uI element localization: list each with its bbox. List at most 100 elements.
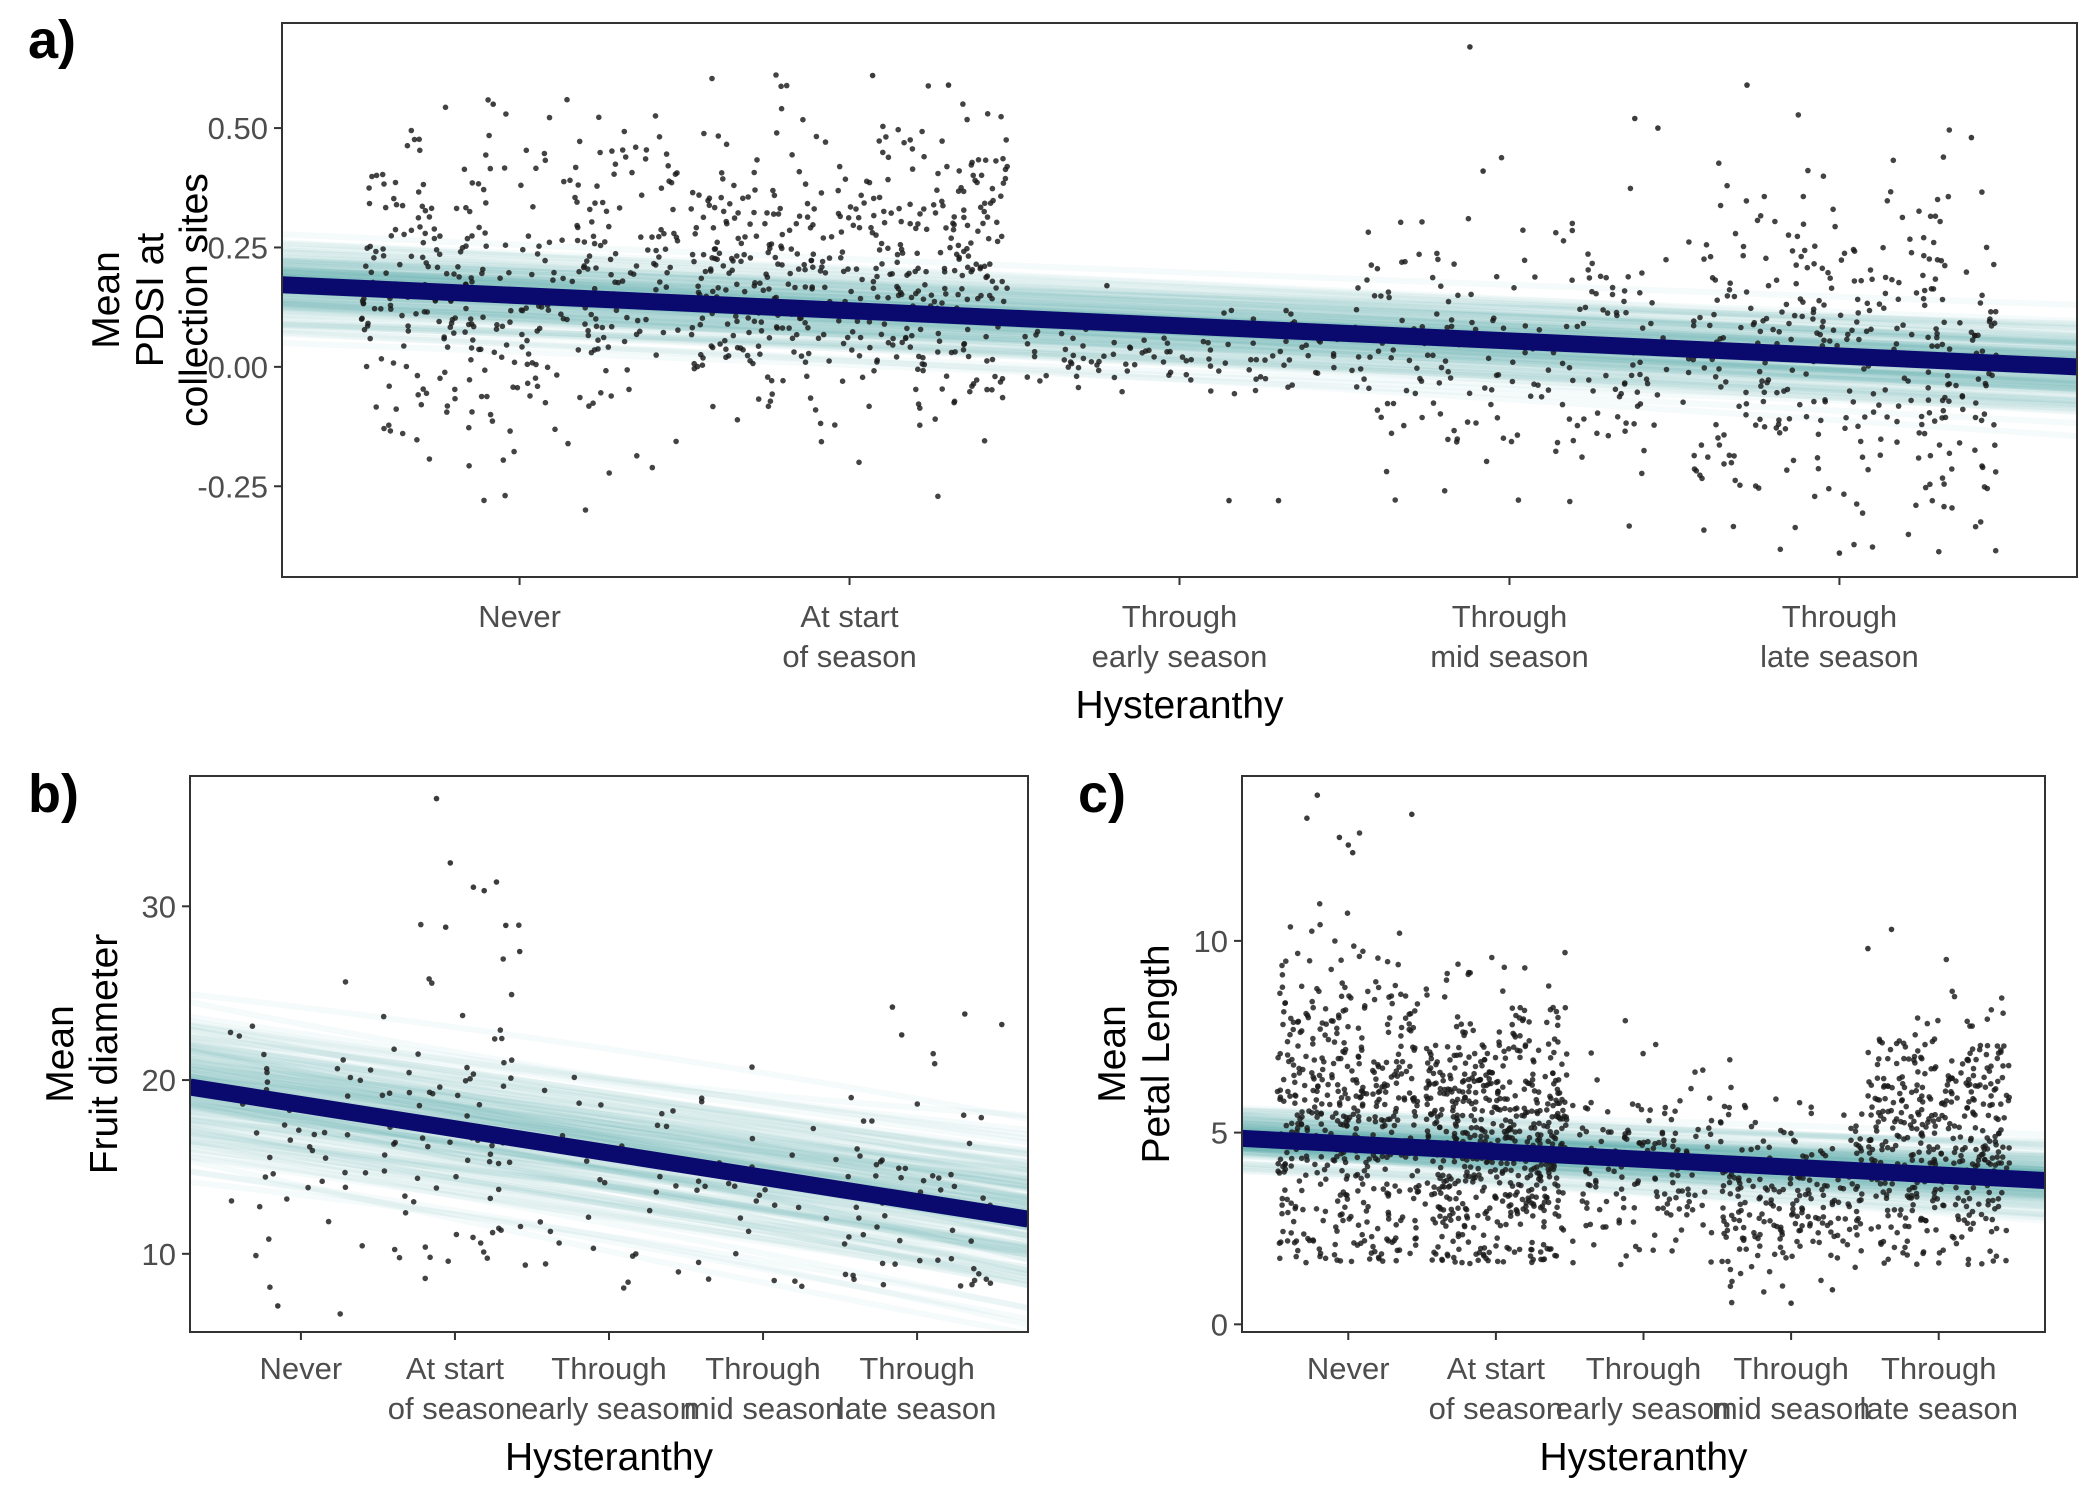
data-point (1396, 1064, 1402, 1070)
data-point (1699, 1202, 1705, 1209)
panel-a-trend-line (282, 276, 2077, 376)
data-point (261, 1051, 267, 1058)
posterior-draw (1242, 1116, 2045, 1155)
data-point (985, 235, 992, 242)
x-tick-label-line: Never (478, 599, 561, 634)
data-point (1342, 1007, 1349, 1013)
data-point (1531, 1203, 1537, 1209)
data-point (1619, 1174, 1625, 1180)
data-point (1726, 287, 1733, 293)
posterior-draw (190, 1073, 1028, 1201)
data-point (981, 200, 988, 207)
data-point (306, 1144, 313, 1150)
data-point (362, 1170, 369, 1176)
x-tick-label-line: early season (1556, 1391, 1732, 1426)
data-point (1972, 332, 1978, 339)
data-point (1618, 1186, 1625, 1192)
x-tick-label-line: At start (406, 1351, 505, 1386)
data-point (1891, 1207, 1898, 1213)
data-point (1440, 1219, 1446, 1226)
data-point (760, 287, 767, 294)
data-point (1303, 1153, 1310, 1159)
data-point (968, 1238, 974, 1244)
data-point (1726, 452, 1733, 459)
data-point (930, 1050, 936, 1057)
data-point (1531, 1121, 1537, 1127)
data-point (689, 189, 696, 196)
data-point (1896, 279, 1902, 286)
data-point (2000, 1144, 2006, 1150)
data-point (1988, 1093, 1994, 1099)
posterior-draw (190, 991, 1028, 1122)
data-point (867, 344, 873, 351)
data-point (426, 976, 432, 982)
data-point (1304, 1125, 1310, 1131)
data-point (1361, 1005, 1368, 1011)
data-point (880, 123, 886, 130)
data-point (819, 258, 826, 265)
data-point (913, 386, 919, 393)
data-point (1757, 1176, 1763, 1183)
data-point (770, 187, 776, 194)
data-point (1961, 1113, 1968, 1119)
posterior-draw (190, 1055, 1028, 1180)
data-point (866, 403, 872, 410)
data-point (978, 1114, 985, 1121)
data-point (1399, 317, 1405, 324)
data-point (1424, 1060, 1431, 1066)
data-point (1464, 419, 1471, 425)
data-point (1743, 412, 1749, 418)
data-point (464, 1113, 470, 1119)
data-point (1967, 1081, 1973, 1088)
x-tick-label: At start of season (782, 599, 916, 674)
data-point (359, 1243, 366, 1249)
data-point (727, 201, 733, 207)
data-point (1589, 288, 1595, 295)
data-point (734, 417, 741, 423)
data-point (1366, 385, 1372, 392)
data-point (1663, 366, 1670, 373)
data-point (527, 393, 533, 399)
data-point (1447, 375, 1454, 381)
data-point (1480, 168, 1486, 174)
data-point (716, 250, 723, 257)
data-point (1500, 435, 1507, 442)
data-point (745, 315, 751, 321)
data-point (1841, 1112, 1847, 1118)
data-point (860, 1118, 867, 1124)
data-point (1932, 1111, 1938, 1118)
data-point (408, 227, 415, 234)
data-point (1842, 425, 1848, 432)
data-point (1827, 1220, 1834, 1226)
data-point (1736, 1175, 1742, 1181)
data-point (1727, 1266, 1734, 1273)
data-point (1831, 1233, 1837, 1240)
data-point (936, 338, 943, 345)
data-point (342, 979, 349, 985)
data-point (1842, 1216, 1849, 1222)
data-point (981, 438, 988, 444)
data-point (1659, 1130, 1666, 1137)
data-point (948, 1171, 954, 1178)
data-point (616, 205, 623, 211)
data-point (1777, 1236, 1783, 1242)
data-point (931, 1060, 938, 1067)
data-point (1894, 439, 1900, 445)
data-point (1869, 276, 1875, 283)
data-point (506, 269, 512, 276)
data-point (1450, 1104, 1457, 1110)
data-point (1920, 234, 1927, 241)
data-point (874, 294, 881, 300)
data-point (1604, 310, 1611, 316)
x-tick-label: At start of season (1429, 1351, 1563, 1426)
data-point (621, 128, 628, 135)
data-point (1949, 1075, 1955, 1081)
data-point (820, 331, 827, 338)
data-point (1854, 1232, 1860, 1238)
data-point (1379, 1153, 1386, 1160)
data-point (809, 286, 815, 292)
data-point (1537, 1173, 1543, 1180)
data-point (1805, 1213, 1811, 1220)
data-point (1397, 219, 1404, 226)
data-point (584, 258, 590, 264)
